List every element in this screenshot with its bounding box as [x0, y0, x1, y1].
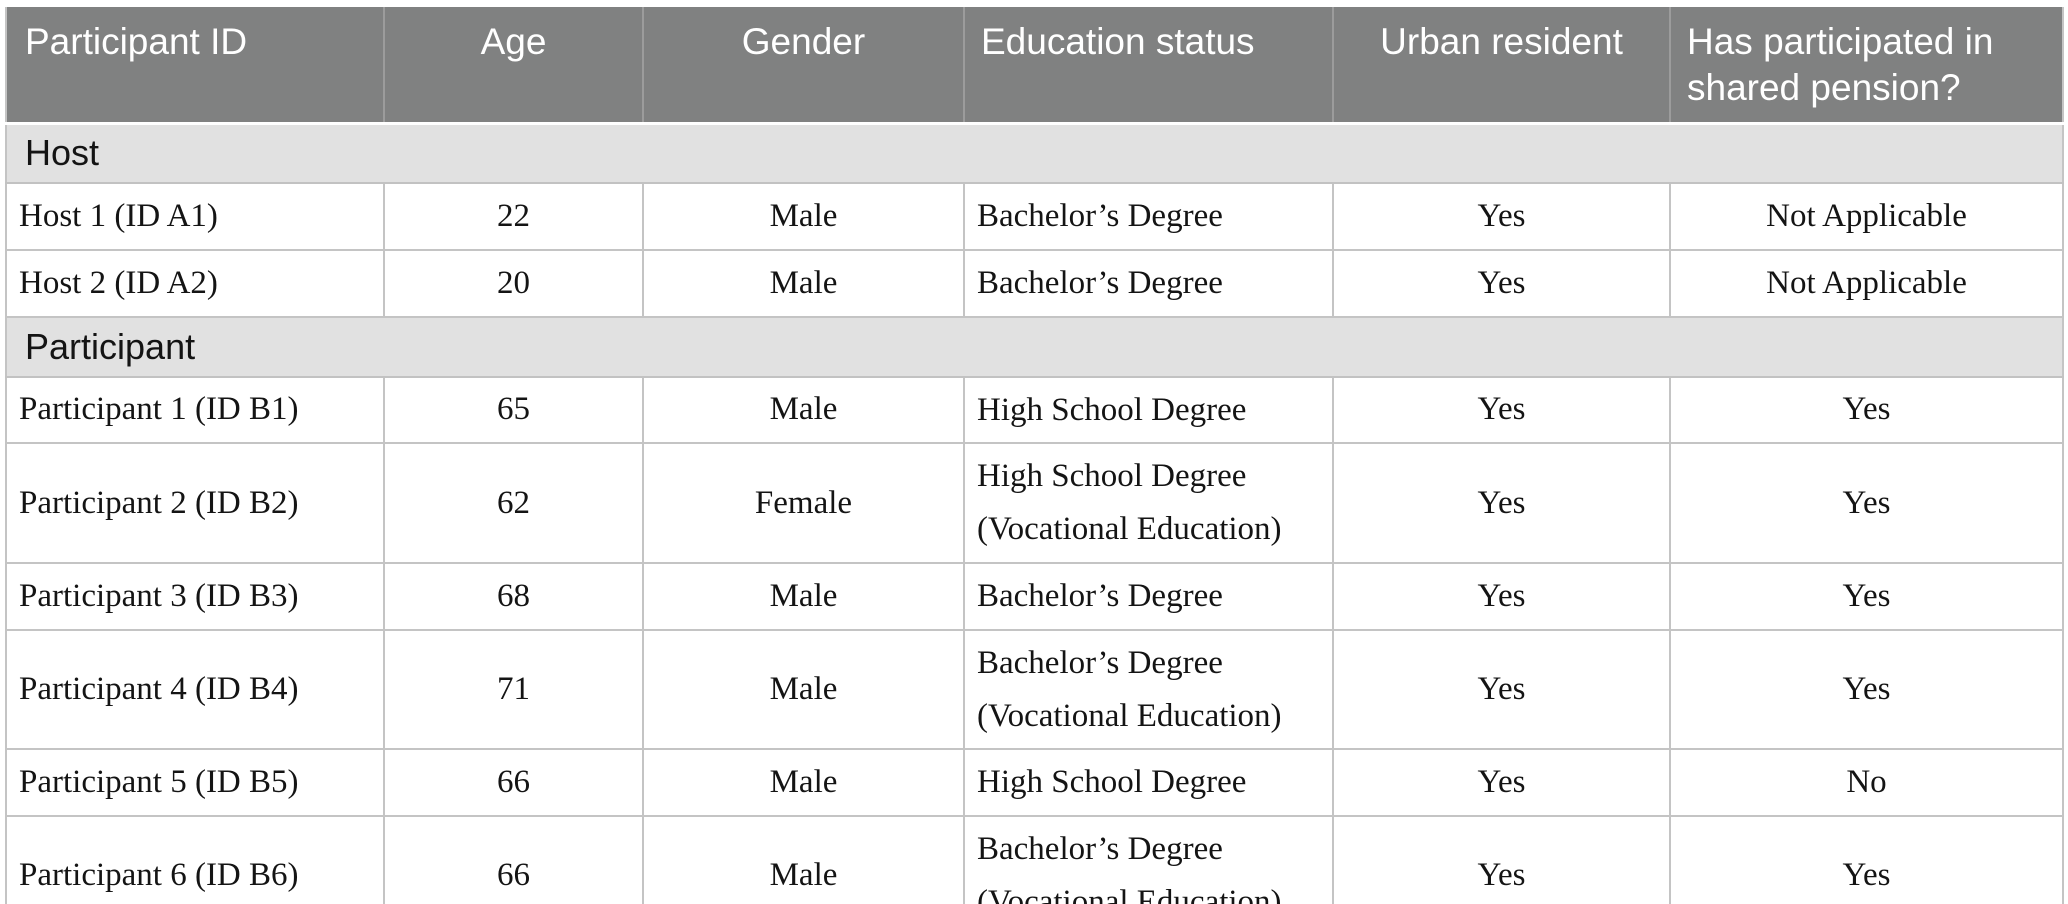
table-row-participant-2: Participant 2 (ID B2) 62 Female High Sch…: [5, 442, 2064, 564]
cell-age: 71: [383, 628, 644, 751]
cell-gender: Female: [642, 442, 965, 564]
table-header: Participant ID Age Gender Education stat…: [6, 7, 2063, 125]
column-header-education-status: Education status: [963, 7, 1333, 125]
cell-education: Bachelor’s Degree (Vocational Education): [963, 628, 1334, 751]
cell-urban-resident: Yes: [1332, 375, 1671, 445]
cell-urban-resident: Yes: [1332, 182, 1671, 251]
cell-urban-resident: Yes: [1332, 748, 1671, 818]
table-row-participant-6: Participant 6 (ID B6) 66 Male Bachelor’s…: [5, 815, 2064, 904]
cell-gender: Male: [642, 375, 965, 445]
table-body: Host Host 1 (ID A1) 22 Male Bachelor’s D…: [5, 122, 2064, 904]
cell-gender: Male: [642, 561, 965, 631]
cell-urban-resident: Yes: [1332, 815, 1671, 904]
cell-education: Bachelor’s Degree: [963, 561, 1334, 631]
section-row-host: Host: [6, 122, 2063, 184]
cell-shared-pension: No: [1669, 748, 2064, 818]
cell-shared-pension: Yes: [1669, 628, 2064, 751]
cell-gender: Male: [642, 815, 965, 904]
table-row-participant-4: Participant 4 (ID B4) 71 Male Bachelor’s…: [5, 628, 2064, 751]
cell-age: 66: [383, 748, 644, 818]
cell-age: 68: [383, 561, 644, 631]
column-header-age: Age: [383, 7, 643, 125]
cell-participant-id: Participant 5 (ID B5): [5, 748, 385, 818]
cell-education: High School Degree (Vocational Education…: [963, 442, 1334, 564]
cell-age: 66: [383, 815, 644, 904]
cell-education: Bachelor’s Degree: [963, 182, 1334, 251]
cell-shared-pension: Yes: [1669, 442, 2064, 564]
column-header-urban-resident: Urban resident: [1332, 7, 1670, 125]
cell-gender: Male: [642, 748, 965, 818]
table-row-host-2: Host 2 (ID A2) 20 Male Bachelor’s Degree…: [5, 248, 2064, 318]
cell-participant-id: Host 1 (ID A1): [5, 182, 385, 251]
cell-urban-resident: Yes: [1332, 628, 1671, 751]
table-row-participant-3: Participant 3 (ID B3) 68 Male Bachelor’s…: [5, 561, 2064, 631]
section-label-participant: Participant: [6, 315, 2063, 378]
cell-age: 22: [383, 182, 644, 251]
column-header-participant-id: Participant ID: [6, 7, 384, 125]
cell-urban-resident: Yes: [1332, 442, 1671, 564]
cell-shared-pension: Not Applicable: [1669, 248, 2064, 318]
cell-age: 62: [383, 442, 644, 564]
cell-participant-id: Participant 2 (ID B2): [5, 442, 385, 564]
cell-urban-resident: Yes: [1332, 248, 1671, 318]
section-row-participant: Participant: [6, 315, 2063, 378]
table-row-host-1: Host 1 (ID A1) 22 Male Bachelor’s Degree…: [5, 182, 2064, 251]
participants-demographics-table: Participant ID Age Gender Education stat…: [5, 7, 2064, 904]
cell-education: High School Degree: [963, 375, 1334, 445]
section-label-host: Host: [6, 122, 2063, 184]
cell-shared-pension: Yes: [1669, 815, 2064, 904]
cell-education: High School Degree: [963, 748, 1334, 818]
column-header-shared-pension: Has participated in shared pension?: [1669, 7, 2063, 125]
cell-urban-resident: Yes: [1332, 561, 1671, 631]
cell-education: Bachelor’s Degree: [963, 248, 1334, 318]
cell-participant-id: Host 2 (ID A2): [5, 248, 385, 318]
cell-age: 20: [383, 248, 644, 318]
header-row: Participant ID Age Gender Education stat…: [6, 7, 2063, 125]
cell-education: Bachelor’s Degree (Vocational Education): [963, 815, 1334, 904]
cell-participant-id: Participant 4 (ID B4): [5, 628, 385, 751]
table-row-participant-5: Participant 5 (ID B5) 66 Male High Schoo…: [5, 748, 2064, 818]
cell-participant-id: Participant 3 (ID B3): [5, 561, 385, 631]
cell-age: 65: [383, 375, 644, 445]
cell-participant-id: Participant 1 (ID B1): [5, 375, 385, 445]
cell-shared-pension: Yes: [1669, 561, 2064, 631]
column-header-gender: Gender: [642, 7, 964, 125]
cell-gender: Male: [642, 628, 965, 751]
cell-gender: Male: [642, 248, 965, 318]
table-row-participant-1: Participant 1 (ID B1) 65 Male High Schoo…: [5, 375, 2064, 445]
cell-shared-pension: Yes: [1669, 375, 2064, 445]
cell-shared-pension: Not Applicable: [1669, 182, 2064, 251]
cell-gender: Male: [642, 182, 965, 251]
cell-participant-id: Participant 6 (ID B6): [5, 815, 385, 904]
